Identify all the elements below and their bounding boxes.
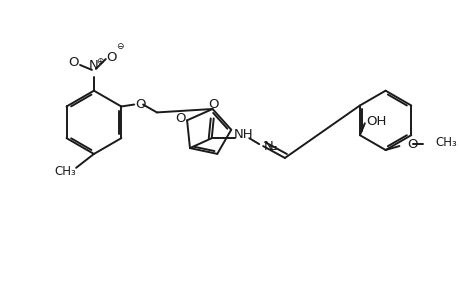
Text: OH: OH xyxy=(365,115,386,128)
Text: =: = xyxy=(268,142,277,154)
Text: NH: NH xyxy=(233,128,252,141)
Text: CH₃: CH₃ xyxy=(54,165,76,178)
Text: O: O xyxy=(174,112,185,125)
Text: O: O xyxy=(134,98,145,111)
Text: ⊕: ⊕ xyxy=(96,57,103,66)
Text: N: N xyxy=(89,59,99,72)
Text: O: O xyxy=(208,98,218,112)
Text: O: O xyxy=(407,138,417,151)
Text: O: O xyxy=(106,51,117,64)
Text: ⊖: ⊖ xyxy=(116,42,123,51)
Text: O: O xyxy=(68,56,78,70)
Text: CH₃: CH₃ xyxy=(434,136,456,148)
Text: N: N xyxy=(263,140,273,153)
